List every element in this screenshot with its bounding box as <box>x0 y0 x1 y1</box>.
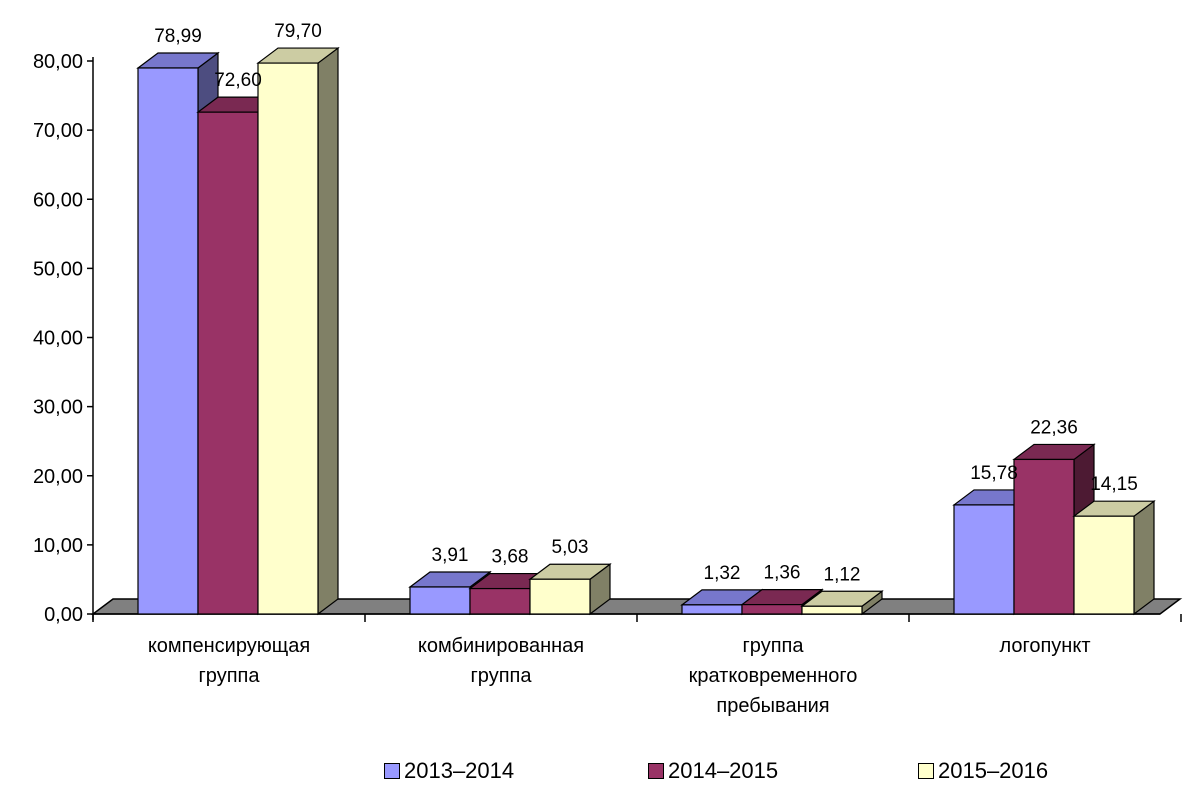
data-label-2-1: 1,36 <box>764 563 801 584</box>
category-label-3: логопункт <box>999 635 1090 657</box>
category-label-2: группа кратковременного пребывания <box>689 635 858 717</box>
bar-front-face <box>1073 515 1135 615</box>
data-label-2-2: 1,12 <box>824 564 861 585</box>
bar-front-face <box>257 62 319 615</box>
bar-front-face <box>197 111 259 615</box>
y-tick-label: 80,00 <box>33 51 83 73</box>
data-label-3-2: 14,15 <box>1090 474 1138 495</box>
y-tick-label: 60,00 <box>33 189 83 211</box>
bar-side-face <box>317 46 339 616</box>
bar-0-2 <box>256 46 340 616</box>
bar-front-face <box>741 603 803 615</box>
legend-swatch-series-0 <box>384 763 400 779</box>
legend-label-series-0: 2013–2014 <box>404 758 515 783</box>
y-tick-label: 40,00 <box>33 328 83 350</box>
data-label-0-2: 79,70 <box>274 21 322 42</box>
y-tick-label: 20,00 <box>33 466 83 488</box>
data-label-2-0: 1,32 <box>704 563 741 584</box>
bar-front-face <box>953 504 1015 615</box>
data-label-1-1: 3,68 <box>492 547 529 568</box>
bar-chart: 0,00 10,00 20,00 30,00 40,00 50,00 60,00 70,00 8… <box>33 21 1183 717</box>
data-label-1-0: 3,91 <box>432 545 469 566</box>
bar-front-face <box>529 578 591 615</box>
y-tick-label: 0,00 <box>44 604 83 626</box>
data-label-0-1: 72,60 <box>214 70 262 91</box>
legend-swatch-series-1 <box>648 763 664 779</box>
data-label-3-1: 22,36 <box>1030 417 1078 438</box>
bar-3-2 <box>1072 499 1156 616</box>
data-labels: 78,99 72,60 79,70 3,91 3,68 5,03 1,32 1,36 1,12 1… <box>154 21 1138 585</box>
bar-1-2 <box>528 563 612 616</box>
bar-2-2 <box>800 590 884 616</box>
data-label-3-0: 15,78 <box>970 463 1018 484</box>
category-label-1: комбинированная группа <box>418 635 584 687</box>
bar-front-face <box>681 604 743 615</box>
legend-swatch-series-2 <box>918 763 934 779</box>
legend-label-series-1: 2014–2015 <box>668 758 779 783</box>
y-axis: 0,00 10,00 20,00 30,00 40,00 50,00 60,00 70,00 8… <box>33 51 1182 626</box>
y-tick-label: 50,00 <box>33 258 83 280</box>
legend-item-series-2: 2015–2016 <box>918 758 1048 784</box>
y-tick-label: 70,00 <box>33 120 83 142</box>
bar-front-face <box>469 587 531 615</box>
bar-front-face <box>137 67 199 615</box>
bar-front-face <box>409 586 471 615</box>
y-tick-label: 30,00 <box>33 397 83 419</box>
bars <box>136 46 1156 616</box>
bar-side-face <box>1133 499 1155 616</box>
bar-front-face <box>1013 458 1075 615</box>
legend-item-series-0: 2013–2014 <box>384 758 514 784</box>
legend-item-series-1: 2014–2015 <box>648 758 778 784</box>
data-label-0-0: 78,99 <box>154 26 202 47</box>
data-label-1-2: 5,03 <box>552 537 589 558</box>
legend: 2013–2014 2014–2015 2015–2016 <box>0 758 1189 798</box>
bar-front-face <box>801 605 863 615</box>
legend-label-series-2: 2015–2016 <box>938 758 1049 783</box>
y-tick-label: 10,00 <box>33 535 83 557</box>
x-axis-category-labels: компенсирующая группа комбинированная групп… <box>148 635 1091 717</box>
category-label-0: компенсирующая группа <box>148 635 310 687</box>
